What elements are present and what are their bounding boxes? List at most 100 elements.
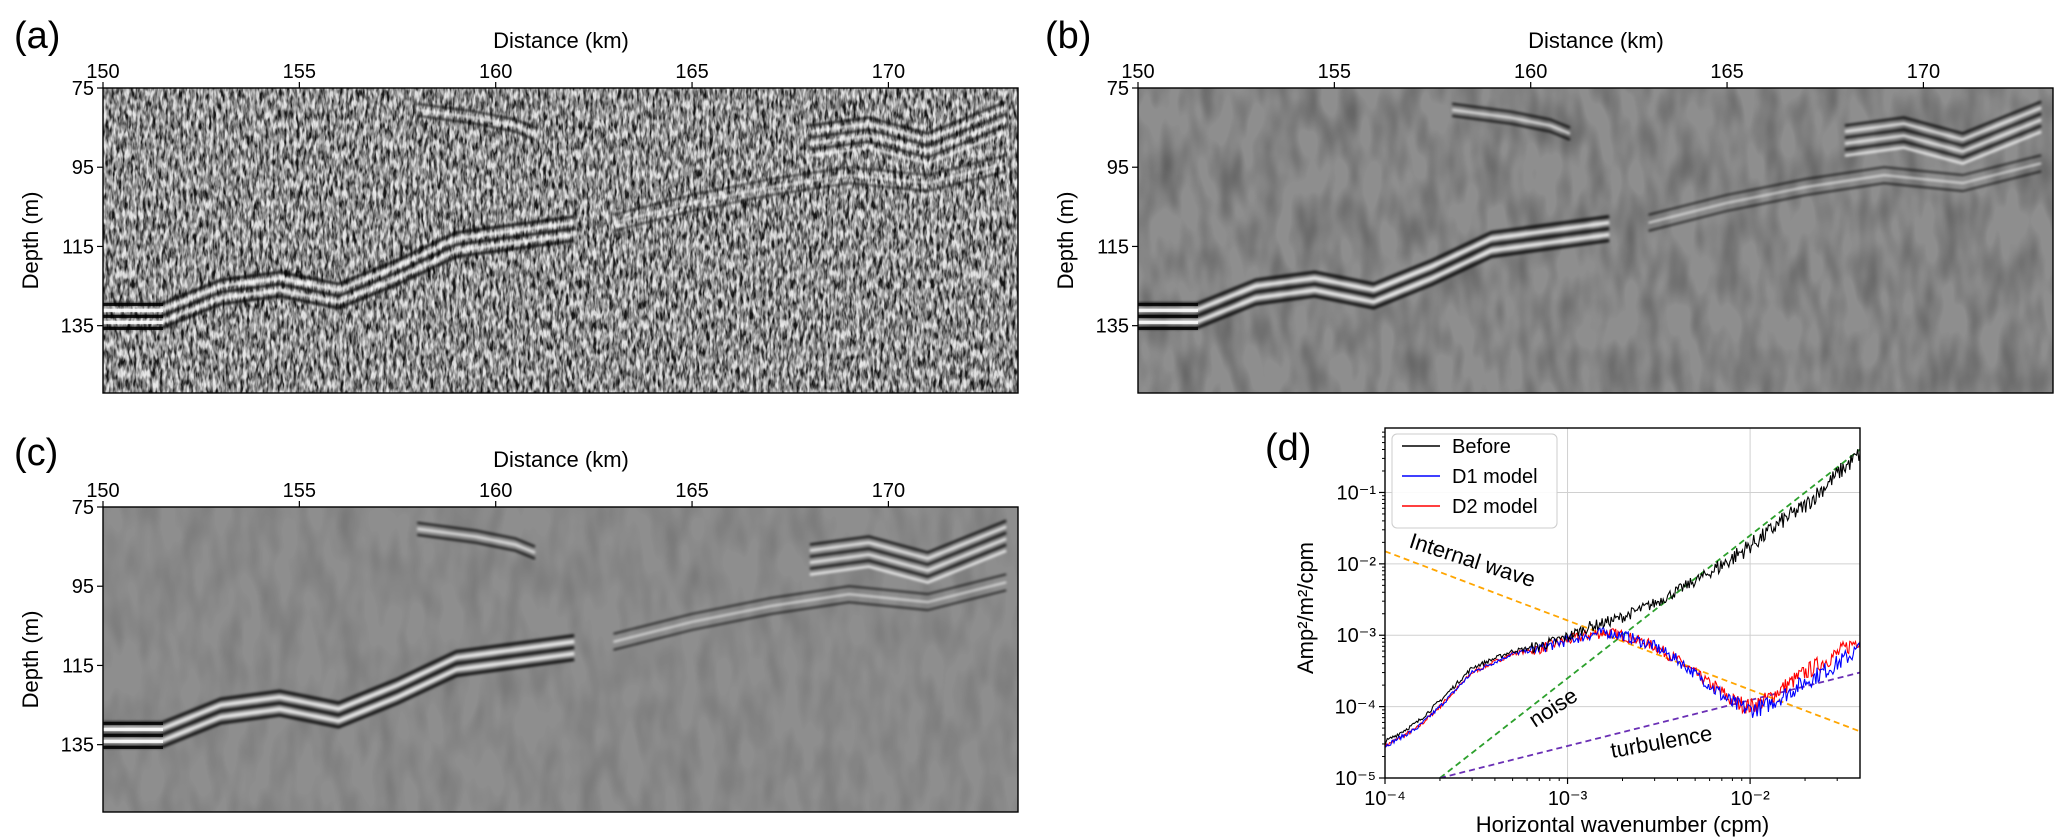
reflector-band <box>103 658 575 749</box>
reflector-band <box>103 640 575 731</box>
y-tick-label: 10⁻⁴ <box>1335 697 1376 719</box>
legend: Before D1 model D2 model <box>1391 433 1558 529</box>
x-tick-label: 10⁻³ <box>1548 788 1588 810</box>
y-axis-title: Depth (m) <box>1053 192 1078 290</box>
y-tick-label: 135 <box>61 735 94 757</box>
reflector-band <box>417 108 536 135</box>
reflector-band <box>103 722 163 725</box>
x-axis-title: Distance (km) <box>1528 28 1664 53</box>
x-tick-label: 155 <box>283 480 316 502</box>
series-line <box>1385 625 1860 748</box>
reflector-band <box>809 106 1007 141</box>
y-tick-label: 75 <box>1107 78 1129 100</box>
series-line <box>1385 449 1860 745</box>
reflector-band <box>1648 170 2042 232</box>
seismic-image <box>1138 88 2053 393</box>
x-tick-label: 170 <box>872 61 905 83</box>
x-tick-label: 150 <box>1121 61 1154 83</box>
reflector-band <box>613 170 1007 232</box>
reflector-band <box>809 543 1007 578</box>
reflector-band <box>103 215 575 306</box>
y-axis-title: Depth (m) <box>18 192 43 290</box>
panel-letter: (d) <box>1265 427 1311 469</box>
x-axis-title: Horizontal wavenumber (cpm) <box>1476 812 1769 837</box>
seismic-panel: 150 155 160 165 170 75 95 115 135 Distance (km) De… <box>14 15 1019 394</box>
plot-area <box>1385 428 1860 778</box>
reflector-band <box>1844 124 2042 159</box>
y-tick-label: 10⁻¹ <box>1337 482 1377 504</box>
y-tick-label: 115 <box>62 655 94 677</box>
reflector-band <box>1138 233 1610 324</box>
background-texture <box>1138 88 2053 393</box>
reflector-band <box>1452 114 1571 141</box>
reflector-band <box>103 221 575 312</box>
reflector-band <box>809 525 1007 560</box>
reflector-band <box>417 533 536 560</box>
reflector-band <box>1138 321 1198 324</box>
y-tick-label: 135 <box>61 316 94 338</box>
y-tick-label: 10⁻² <box>1337 554 1377 576</box>
legend-label: D1 model <box>1452 466 1538 488</box>
reflector-band <box>613 154 1007 216</box>
reflector-band <box>1138 303 1198 306</box>
y-tick-label: 95 <box>1107 157 1129 179</box>
reflector-band <box>1138 239 1610 330</box>
y-tick-label: 115 <box>1097 236 1129 258</box>
reflector-band <box>103 327 163 330</box>
reflector-band <box>103 315 163 318</box>
y-tick-label: 10⁻⁵ <box>1335 768 1376 790</box>
reflector-band <box>417 114 536 141</box>
panel-letter: (c) <box>14 432 58 474</box>
reflector-band <box>103 734 163 737</box>
reflector-band <box>809 100 1007 135</box>
reflector-band <box>103 227 575 318</box>
reflector-band <box>809 537 1007 572</box>
reflector-band <box>103 746 163 749</box>
reflector-band <box>809 531 1007 566</box>
reflector-band <box>1138 327 1198 330</box>
reflector-band <box>809 118 1007 153</box>
y-tick-label: 10⁻³ <box>1337 625 1377 647</box>
seismic-image <box>103 507 1018 812</box>
reflector-band <box>613 589 1007 651</box>
x-tick-label: 170 <box>1907 61 1940 83</box>
x-tick-label: 165 <box>675 61 708 83</box>
noise-texture <box>103 88 1018 393</box>
panel-letter: (b) <box>1045 15 1091 57</box>
x-tick-label: 160 <box>1514 61 1547 83</box>
legend-label: Before <box>1452 436 1511 458</box>
reflector-band <box>1844 100 2042 135</box>
reflector-band <box>103 321 163 324</box>
y-tick-label: 95 <box>72 576 94 598</box>
x-tick-label: 10⁻² <box>1730 788 1770 810</box>
x-tick-label: 150 <box>86 61 119 83</box>
reflector-band <box>1844 130 2042 165</box>
y-tick-label: 95 <box>72 157 94 179</box>
reference-line <box>1385 550 1860 733</box>
x-tick-label: 165 <box>1710 61 1743 83</box>
reflector-band <box>613 581 1007 643</box>
y-tick-label: 75 <box>72 78 94 100</box>
series-line <box>1385 628 1860 749</box>
legend-box <box>1391 433 1558 529</box>
reflector-band <box>613 162 1007 224</box>
panel-frame <box>102 506 1019 813</box>
reflector-band <box>103 233 575 324</box>
reflector-band <box>103 634 575 725</box>
reflector-band <box>103 740 163 743</box>
x-tick-label: 160 <box>479 61 512 83</box>
x-tick-label: 155 <box>283 61 316 83</box>
x-tick-label: 165 <box>675 480 708 502</box>
panel-frame <box>1137 87 2054 394</box>
y-axis-title: Amp²/m²/cpm <box>1293 542 1318 674</box>
reference-line <box>1439 448 1860 778</box>
reflector-band <box>103 728 163 731</box>
seismic-image <box>103 88 1018 393</box>
x-tick-label: 160 <box>479 480 512 502</box>
reflector-band <box>809 519 1007 554</box>
reflector-band <box>1452 108 1571 135</box>
y-tick-label: 135 <box>1096 316 1129 338</box>
reflector-band <box>1844 118 2042 153</box>
reflector-band <box>1844 112 2042 147</box>
